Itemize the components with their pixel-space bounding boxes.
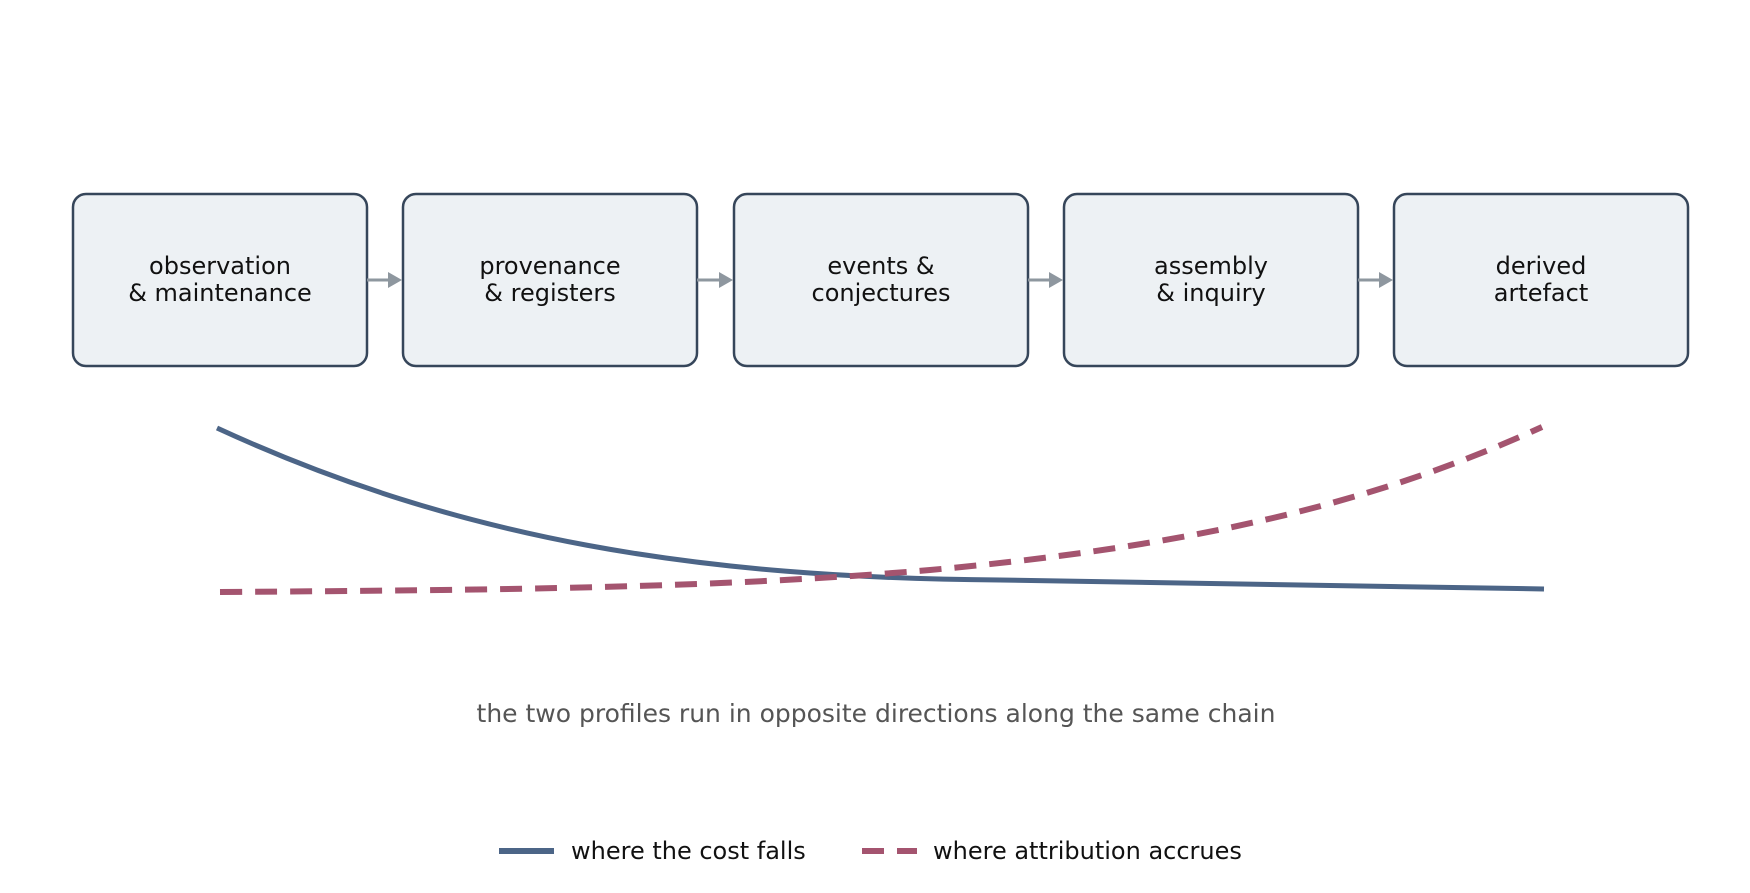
stage-label-line2: & maintenance xyxy=(128,279,312,307)
legend-item-attribution: where attribution accrues xyxy=(862,837,1242,865)
stage-label-line2: artefact xyxy=(1494,279,1589,307)
stage-events: events & conjectures xyxy=(732,192,1030,368)
stage-label-line1: events & xyxy=(827,252,934,280)
stage-assembly: assembly & inquiry xyxy=(1062,192,1360,368)
arrow-right-icon xyxy=(367,272,402,288)
stage-label-line2: & registers xyxy=(484,279,615,307)
arrow-right-icon xyxy=(697,272,733,288)
attribution-curve xyxy=(219,424,1544,595)
legend-item-cost: where the cost falls xyxy=(499,837,806,865)
legend: where the cost falls where attribution a… xyxy=(499,837,1242,865)
stage-label-line2: conjectures xyxy=(812,279,951,307)
stage-box-derived xyxy=(1392,192,1690,368)
stage-label-line1: assembly xyxy=(1154,252,1268,280)
stage-label-line1: observation xyxy=(149,252,291,280)
stage-label-line1: derived xyxy=(1496,252,1587,280)
arrow-right-icon xyxy=(1028,272,1063,288)
profile-curves xyxy=(215,424,1545,595)
stage-label-line2: & inquiry xyxy=(1156,279,1265,307)
cost-curve xyxy=(215,425,1545,592)
stage-chain: observation & maintenance provenance & r… xyxy=(71,192,1690,368)
stage-derived: derived artefact xyxy=(1392,192,1690,368)
stage-observation: observation & maintenance xyxy=(71,192,369,368)
legend-label-cost: where the cost falls xyxy=(571,837,806,865)
stage-connectors xyxy=(367,272,1393,288)
arrow-right-icon xyxy=(1358,272,1393,288)
stage-label-line1: provenance xyxy=(479,252,620,280)
diagram-caption: the two profiles run in opposite directi… xyxy=(477,699,1276,728)
legend-label-attribution: where attribution accrues xyxy=(933,837,1242,865)
stage-provenance: provenance & registers xyxy=(401,192,699,368)
